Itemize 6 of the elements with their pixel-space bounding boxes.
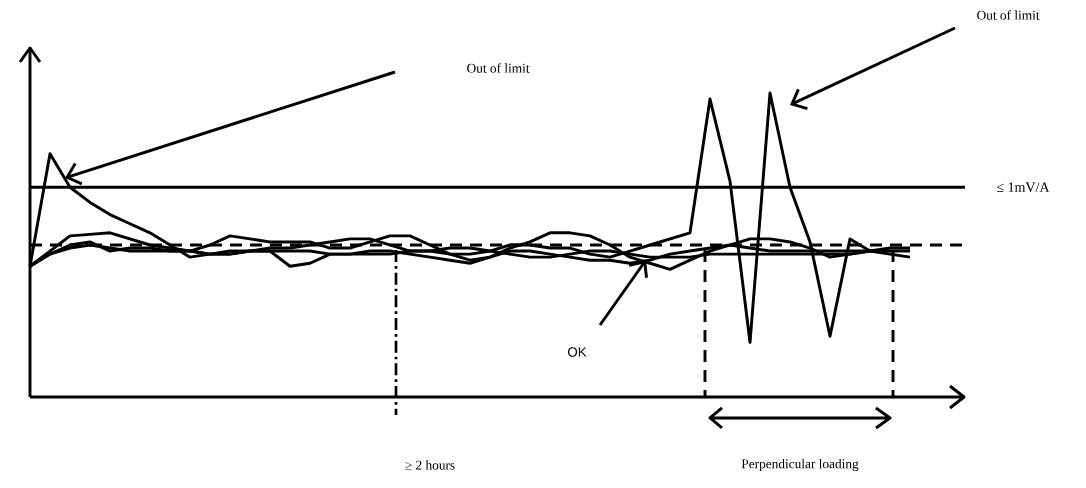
- text: Out of limit: [467, 63, 530, 73]
- text: ≥ 2 hours: [405, 460, 455, 470]
- ref-line-label: ≤ 1mV/A: [996, 182, 1050, 192]
- annotation: OK: [568, 347, 587, 357]
- text: Out of limit: [977, 10, 1040, 20]
- text: Perpendicular loading: [741, 458, 859, 472]
